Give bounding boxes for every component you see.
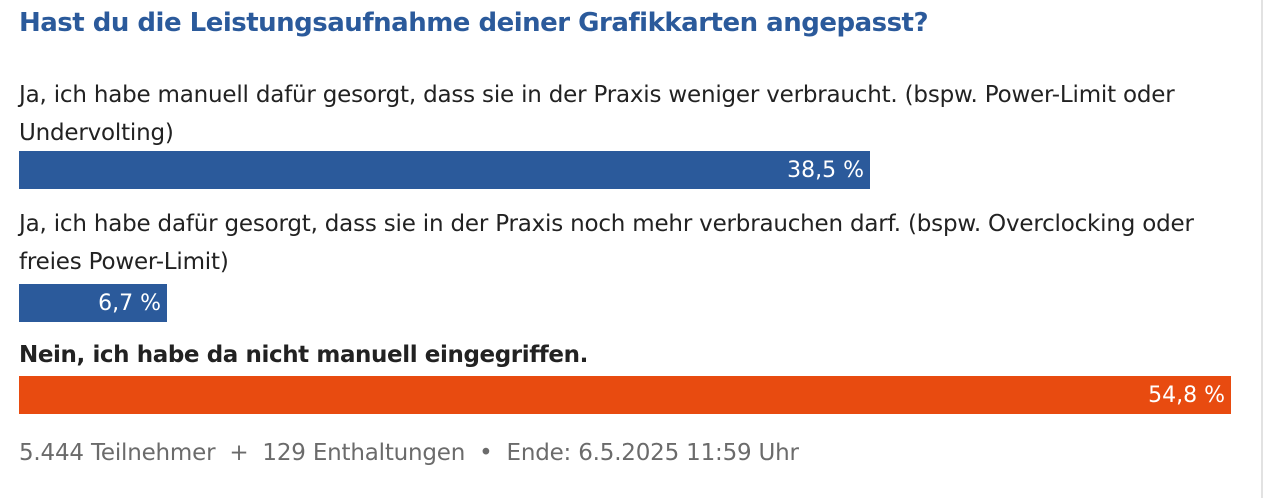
participants-count: 5.444 Teilnehmer bbox=[19, 440, 216, 466]
poll-result-value-3: 54,8 % bbox=[1148, 382, 1225, 408]
poll-result-bar-3: 54,8 % bbox=[19, 376, 1231, 414]
bullet-separator: • bbox=[479, 440, 493, 466]
poll-bar-track-2: 6,7 % bbox=[19, 284, 1231, 322]
poll-footer: 5.444 Teilnehmer +129 Enthaltungen • Ende: … bbox=[19, 440, 799, 466]
poll-option-label-1: Ja, ich habe manuell dafür gesorgt, dass… bbox=[19, 82, 1175, 146]
poll-result-value-1: 38,5 % bbox=[787, 157, 864, 183]
poll-option-label-2: Ja, ich habe dafür gesorgt, dass sie in … bbox=[19, 211, 1194, 275]
poll-result-value-2: 6,7 % bbox=[98, 290, 161, 316]
poll-option-label-3: Nein, ich habe da nicht manuell eingegri… bbox=[19, 342, 588, 368]
vertical-scrollbar[interactable] bbox=[1261, 0, 1268, 498]
poll-result-bar-2: 6,7 % bbox=[19, 284, 167, 322]
plus-separator: + bbox=[229, 440, 249, 466]
poll-end-date: Ende: 6.5.2025 11:59 Uhr bbox=[506, 440, 800, 466]
poll-result-bar-1: 38,5 % bbox=[19, 151, 870, 189]
poll-bar-track-1: 38,5 % bbox=[19, 151, 1231, 189]
abstentions-count: 129 Enthaltungen bbox=[262, 440, 466, 466]
poll-bar-track-3: 54,8 % bbox=[19, 376, 1231, 414]
poll-title: Hast du die Leistungsaufnahme deiner Gra… bbox=[19, 8, 929, 38]
